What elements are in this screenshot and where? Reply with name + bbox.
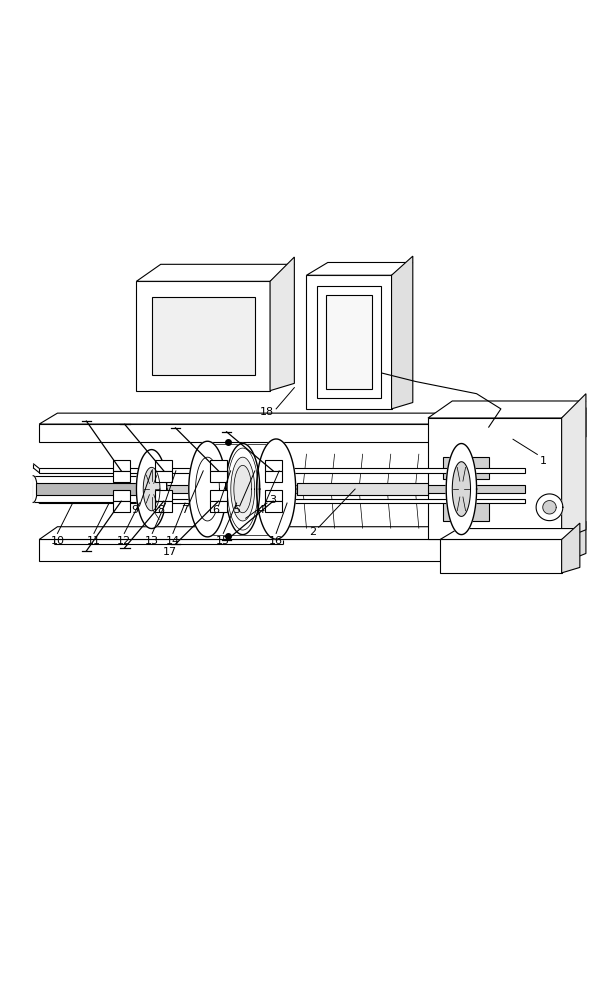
Polygon shape [257, 439, 295, 539]
Polygon shape [306, 275, 392, 409]
Polygon shape [443, 457, 489, 479]
Text: 9: 9 [132, 505, 139, 515]
Polygon shape [440, 539, 562, 573]
Text: 1: 1 [540, 456, 547, 466]
Polygon shape [265, 490, 281, 501]
Polygon shape [392, 256, 413, 409]
Polygon shape [536, 494, 563, 521]
Polygon shape [155, 490, 172, 501]
Polygon shape [113, 460, 130, 471]
Polygon shape [151, 297, 255, 375]
Polygon shape [443, 500, 489, 521]
Polygon shape [265, 460, 281, 471]
Text: 13: 13 [145, 536, 159, 546]
Polygon shape [428, 418, 562, 539]
Text: 8: 8 [157, 505, 164, 515]
Polygon shape [446, 444, 476, 535]
Polygon shape [33, 476, 142, 502]
Text: 16: 16 [269, 536, 283, 546]
Polygon shape [39, 527, 586, 539]
Polygon shape [113, 471, 130, 482]
Polygon shape [137, 281, 270, 391]
Text: 12: 12 [117, 536, 131, 546]
Polygon shape [206, 444, 279, 535]
Text: 2: 2 [309, 527, 316, 537]
Polygon shape [562, 394, 586, 539]
Polygon shape [155, 501, 172, 512]
Polygon shape [543, 501, 556, 514]
Polygon shape [113, 490, 130, 501]
Text: 18: 18 [260, 407, 274, 417]
Polygon shape [39, 413, 586, 424]
Polygon shape [234, 465, 251, 513]
Polygon shape [226, 444, 260, 535]
Polygon shape [231, 457, 254, 521]
Polygon shape [568, 521, 586, 561]
Polygon shape [33, 476, 37, 502]
Polygon shape [265, 471, 281, 482]
Polygon shape [155, 471, 172, 482]
Polygon shape [210, 490, 227, 501]
Polygon shape [297, 483, 428, 495]
Text: 14: 14 [166, 536, 180, 546]
Polygon shape [326, 295, 372, 389]
Text: 15: 15 [216, 536, 230, 546]
Text: 3: 3 [270, 495, 276, 505]
Polygon shape [137, 264, 294, 281]
Polygon shape [306, 262, 413, 275]
Text: 6: 6 [212, 505, 219, 515]
Text: 7: 7 [181, 505, 189, 515]
Polygon shape [270, 257, 294, 391]
Polygon shape [36, 483, 142, 495]
Polygon shape [210, 460, 227, 471]
Polygon shape [113, 501, 130, 512]
Polygon shape [155, 460, 172, 471]
Polygon shape [39, 468, 525, 473]
Polygon shape [210, 471, 227, 482]
Text: 10: 10 [50, 536, 64, 546]
Text: 5: 5 [233, 505, 240, 515]
Polygon shape [39, 539, 568, 561]
Polygon shape [189, 441, 226, 537]
Polygon shape [440, 529, 580, 539]
Polygon shape [568, 408, 586, 442]
Polygon shape [562, 523, 580, 573]
Text: 11: 11 [87, 536, 101, 546]
Polygon shape [39, 499, 525, 503]
Polygon shape [318, 286, 381, 398]
Polygon shape [452, 462, 471, 516]
Text: 4: 4 [257, 505, 264, 515]
Polygon shape [33, 485, 525, 493]
Polygon shape [137, 450, 167, 529]
Polygon shape [227, 448, 258, 530]
Polygon shape [265, 501, 281, 512]
Polygon shape [143, 467, 160, 511]
Polygon shape [428, 401, 586, 418]
Polygon shape [39, 424, 568, 442]
Polygon shape [210, 501, 227, 512]
Text: 17: 17 [163, 547, 177, 557]
